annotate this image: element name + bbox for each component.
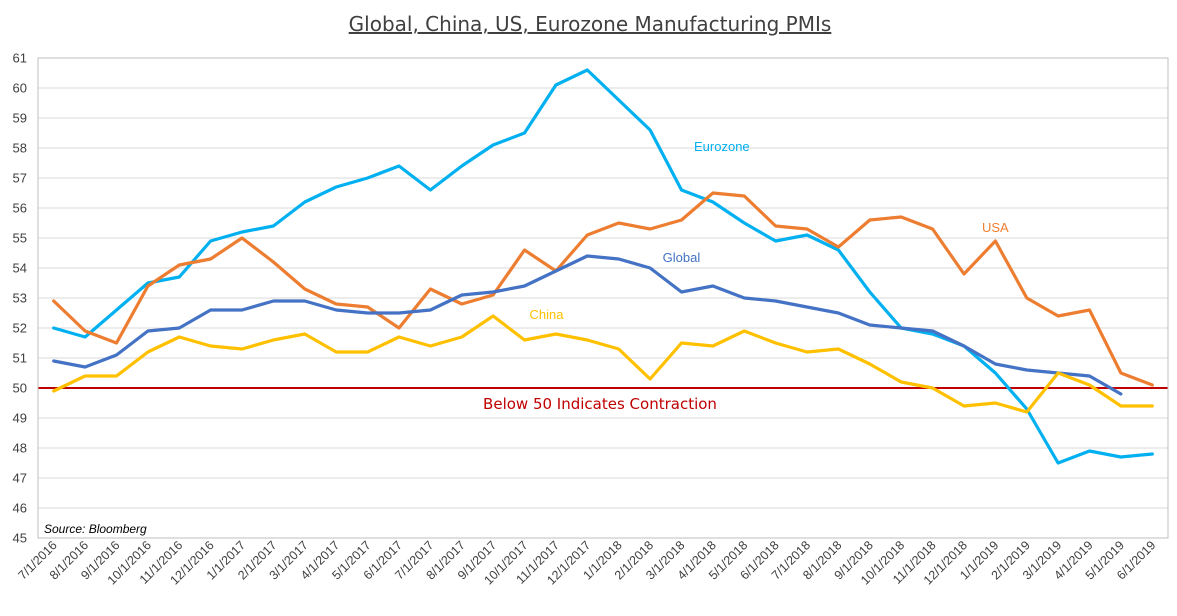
y-tick-label: 51 (13, 351, 27, 366)
y-tick-label: 46 (13, 501, 27, 516)
y-axis-ticks: 45 46 47 48 49 50 51 52 53 54 55 56 57 58 59 60 61 (13, 51, 27, 546)
y-tick-label: 50 (13, 381, 27, 396)
series-label-usa: USA (982, 220, 1009, 235)
y-tick-label: 59 (13, 111, 27, 126)
series-label-global: Global (663, 250, 701, 265)
y-tick-label: 54 (13, 261, 27, 276)
y-tick-label: 61 (13, 51, 27, 66)
series-line-china (52, 314, 1154, 414)
chart-title: Global, China, US, Eurozone Manufacturin… (349, 12, 832, 36)
y-tick-label: 55 (13, 231, 27, 246)
series-labels: Eurozone USA Global China (530, 139, 1010, 322)
y-tick-label: 60 (13, 81, 27, 96)
y-tick-label: 52 (13, 321, 27, 336)
contraction-label: Below 50 Indicates Contraction (483, 395, 717, 413)
y-tick-label: 53 (13, 291, 27, 306)
x-axis-ticks: 7/1/20168/1/20169/1/201610/1/201611/1/20… (16, 538, 1159, 587)
series-line-usa (52, 191, 1154, 387)
source-note: Source: Bloomberg (44, 522, 147, 536)
series-label-china: China (530, 307, 565, 322)
reference-line-group: Below 50 Indicates Contraction (38, 387, 1168, 413)
y-tick-label: 56 (13, 201, 27, 216)
series-line-global (52, 254, 1123, 396)
y-tick-label: 57 (13, 171, 27, 186)
y-tick-label: 45 (13, 531, 27, 546)
y-tick-label: 48 (13, 441, 27, 456)
series-label-eurozone: Eurozone (694, 139, 750, 154)
y-tick-label: 47 (13, 471, 27, 486)
gridlines (38, 87, 1168, 509)
y-tick-label: 58 (13, 141, 27, 156)
y-tick-label: 49 (13, 411, 27, 426)
plot-area-border (37, 57, 1169, 539)
series-lines (52, 68, 1154, 465)
